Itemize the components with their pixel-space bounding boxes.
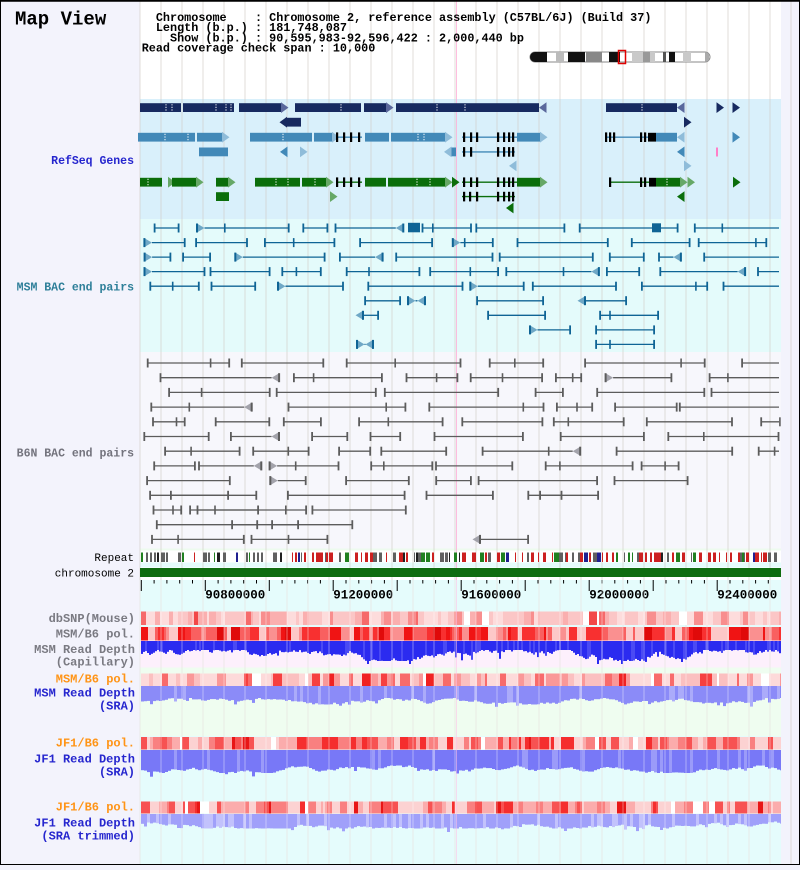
- svg-text:B6N BAC end pairs: B6N BAC end pairs: [17, 448, 134, 461]
- svg-text:(SRA trimmed): (SRA trimmed): [41, 830, 135, 844]
- svg-text:Read coverage check span : 10,: Read coverage check span : 10,000: [142, 42, 376, 56]
- svg-text:91200000: 91200000: [333, 589, 393, 603]
- svg-text:chromosome 2: chromosome 2: [55, 569, 134, 581]
- svg-text:Repeat: Repeat: [94, 553, 134, 565]
- svg-text:JF1 Read Depth: JF1 Read Depth: [34, 817, 135, 831]
- svg-text:MSM/B6 pol.: MSM/B6 pol.: [56, 673, 135, 687]
- svg-text:MSM BAC end pairs: MSM BAC end pairs: [17, 282, 134, 295]
- svg-text:Chromosome : Chromosome 2,: Chromosome : Chromosome 2, reference ass…: [142, 11, 652, 25]
- svg-text:JF1 Read Depth: JF1 Read Depth: [34, 753, 135, 767]
- svg-text:RefSeq Genes: RefSeq Genes: [51, 155, 134, 168]
- svg-text:92400000: 92400000: [717, 589, 777, 603]
- svg-text:Length (b.p.) : 181,748,087: Length (b.p.) : 181,748,087: [142, 21, 347, 35]
- svg-text:92000000: 92000000: [589, 589, 649, 603]
- svg-text:90800000: 90800000: [205, 589, 265, 603]
- svg-text:Show (b.p.) : 90,595,983-92,59: Show (b.p.) : 90,595,983-92,596,422 : 2,…: [142, 31, 524, 45]
- svg-text:(SRA): (SRA): [99, 700, 135, 714]
- svg-text:JF1/B6 pol.: JF1/B6 pol.: [56, 801, 135, 815]
- svg-text:MSM Read Depth: MSM Read Depth: [34, 687, 135, 701]
- svg-text:MSM/B6 pol.: MSM/B6 pol.: [56, 628, 135, 642]
- svg-text:JF1/B6 pol.: JF1/B6 pol.: [56, 737, 135, 751]
- svg-text:(SRA): (SRA): [99, 766, 135, 780]
- svg-text:(Capillary): (Capillary): [56, 656, 135, 670]
- svg-text:91600000: 91600000: [461, 589, 521, 603]
- svg-text:dbSNP(Mouse): dbSNP(Mouse): [49, 612, 135, 626]
- svg-text:MSM Read Depth: MSM Read Depth: [34, 643, 135, 657]
- svg-text:Map View: Map View: [15, 9, 107, 31]
